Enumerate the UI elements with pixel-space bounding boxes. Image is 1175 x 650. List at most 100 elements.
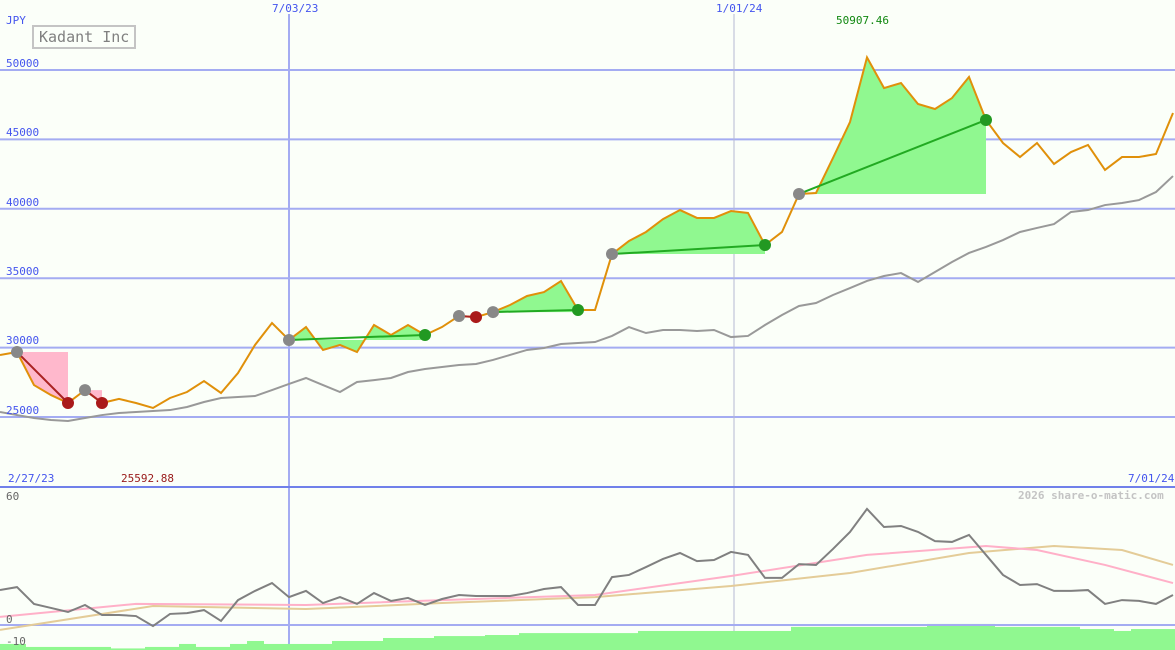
x-end-label: 7/01/24 xyxy=(1128,472,1175,485)
trade-fill-win xyxy=(493,280,578,313)
histogram-bar xyxy=(740,630,757,650)
trade-line xyxy=(611,244,766,256)
signal-fast-line xyxy=(0,544,1174,618)
histogram-bar xyxy=(400,637,417,650)
signal-slow-line xyxy=(0,544,1174,631)
moving-average-line xyxy=(0,175,1174,423)
histogram-bar xyxy=(451,636,468,650)
y-tick-label: 45000 xyxy=(6,126,39,139)
histogram-bar xyxy=(638,630,655,650)
lower-y-tick-label: -10 xyxy=(6,635,26,648)
histogram-bar xyxy=(315,643,332,650)
histogram-bar xyxy=(927,623,944,650)
y-unit-label: JPY xyxy=(6,14,26,27)
histogram-bar xyxy=(961,623,978,650)
trade-line xyxy=(798,119,987,195)
entry-marker xyxy=(793,187,805,200)
histogram-bar xyxy=(587,633,604,650)
histogram-bar xyxy=(468,636,485,650)
chart-title: Kadant Inc xyxy=(32,25,137,49)
histogram-bar xyxy=(94,646,111,650)
histogram-bar xyxy=(196,646,213,650)
histogram-bar xyxy=(655,630,672,650)
exit-marker-loss xyxy=(470,311,482,324)
lower-y-tick-label: 0 xyxy=(6,613,13,626)
histogram-bar xyxy=(689,630,706,650)
max-price-label: 50907.46 xyxy=(836,14,889,27)
histogram-bar xyxy=(1012,626,1029,650)
grid xyxy=(0,14,1175,650)
watermark: 2026 share-o-matic.com xyxy=(1018,489,1164,502)
trade-line xyxy=(492,308,579,314)
trade-fills xyxy=(17,57,986,403)
histogram-bar xyxy=(128,648,145,650)
axis-labels: JPY 50000 45000 40000 35000 30000 25000 … xyxy=(6,2,1175,648)
histogram-bar xyxy=(366,640,383,650)
histogram-bar xyxy=(485,635,502,650)
exit-marker-win xyxy=(572,303,584,316)
trade-fill-win xyxy=(799,57,986,194)
min-price-label: 25592.88 xyxy=(121,472,174,485)
oscillator-line xyxy=(0,507,1174,628)
trade-markers xyxy=(11,113,992,409)
histogram-bar xyxy=(519,633,536,650)
histogram-bar xyxy=(893,626,910,650)
histogram-bar xyxy=(1080,629,1097,650)
histogram-bar xyxy=(706,630,723,650)
histogram-bar xyxy=(179,643,196,650)
histogram-bar xyxy=(43,646,60,650)
histogram-bar xyxy=(536,633,553,650)
histogram-bar xyxy=(0,643,9,650)
histogram-bar xyxy=(264,643,281,650)
histogram-bar xyxy=(995,626,1012,650)
histogram-bar xyxy=(723,630,740,650)
trade-line xyxy=(16,351,69,404)
exit-marker-loss xyxy=(62,396,74,409)
histogram-bar xyxy=(332,640,349,650)
histogram-bar xyxy=(1165,629,1175,650)
entry-marker xyxy=(453,309,465,322)
histogram-bar xyxy=(298,643,315,650)
histogram-bar xyxy=(842,626,859,650)
price-line xyxy=(0,54,1174,410)
y-tick-label: 25000 xyxy=(6,404,39,417)
trade-fill-win xyxy=(289,324,425,353)
histogram-bar xyxy=(502,635,519,650)
histogram-bar xyxy=(247,640,264,650)
histogram-bar xyxy=(383,637,400,650)
histogram-bar xyxy=(1114,630,1131,650)
histogram-bar xyxy=(349,640,366,650)
entry-marker xyxy=(487,306,499,319)
histogram-bar xyxy=(111,648,128,650)
y-tick-label: 30000 xyxy=(6,334,39,347)
exit-marker-win xyxy=(980,113,992,126)
histogram-bar xyxy=(757,630,774,650)
histogram-bar xyxy=(213,646,230,650)
histogram-bar xyxy=(978,623,995,650)
histogram-bar xyxy=(77,646,94,650)
lower-y-tick-label: 60 xyxy=(6,490,19,503)
histogram-bar xyxy=(876,626,893,650)
exit-marker-loss xyxy=(96,396,108,409)
series-lines xyxy=(0,54,1174,423)
exit-marker-win xyxy=(419,328,431,341)
histogram-bar xyxy=(808,626,825,650)
trade-lines xyxy=(16,119,987,404)
histogram-bar xyxy=(281,643,298,650)
trade-fill-win xyxy=(612,210,765,255)
histogram-bar xyxy=(570,633,587,650)
indicator-pane xyxy=(0,507,1175,650)
histogram-bar xyxy=(26,646,43,650)
histogram-bar xyxy=(1148,629,1165,650)
x-tick-label: 1/01/24 xyxy=(716,2,763,15)
exit-marker-win xyxy=(759,239,771,252)
histogram-bar xyxy=(944,623,961,650)
histogram-bar xyxy=(1063,626,1080,650)
entry-marker xyxy=(283,333,295,346)
histogram-bar xyxy=(145,646,162,650)
histogram-bar xyxy=(553,633,570,650)
histogram-bar xyxy=(417,637,434,650)
histogram-bar xyxy=(621,633,638,650)
histogram-bar xyxy=(1097,629,1114,650)
